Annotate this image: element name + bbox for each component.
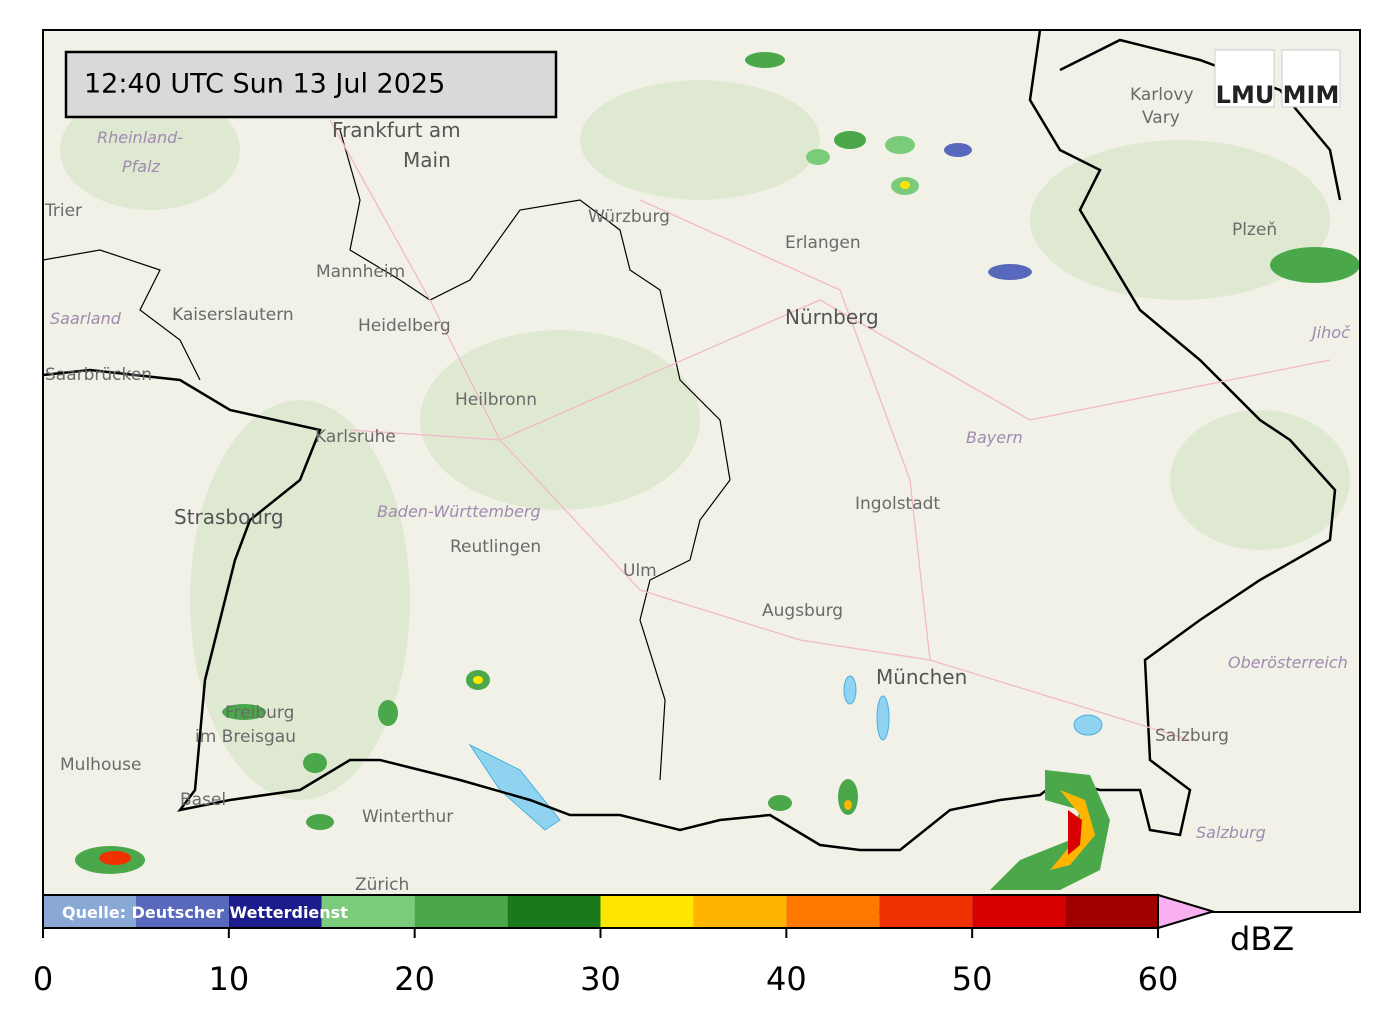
state-borders [42, 129, 731, 781]
colorbar-unit: dBZ [1230, 920, 1294, 958]
place-label: Würzburg [588, 207, 670, 227]
place-labels: Frankfurt am Main Karlovy Vary Rheinland… [44, 85, 1351, 895]
place-label: Freiburg [225, 703, 294, 723]
place-label: Jihoč [1309, 323, 1351, 342]
roads [329, 119, 1331, 741]
place-label: Winterthur [362, 807, 453, 827]
place-label: Rheinland- [97, 128, 183, 147]
logo-text: LMU [1216, 81, 1275, 109]
place-label: im Breisgau [195, 727, 296, 747]
place-label: Plzeň [1232, 220, 1277, 240]
colorbar-tick-label: 30 [580, 960, 621, 998]
timestamp: 12:40 UTC Sun 13 Jul 2025 [84, 69, 445, 100]
colorbar-segment [693, 895, 787, 928]
colorbar-segment [1065, 895, 1158, 928]
colorbar-segment [414, 895, 508, 928]
place-label: Saarbrücken [45, 365, 152, 385]
colorbar-tick-label: 50 [952, 960, 993, 998]
colorbar: Quelle: Deutscher Wetterdienst 0 10 20 30 40 5… [33, 893, 1294, 998]
timestamp-box [64, 50, 558, 119]
place-label: Karlovy [1130, 85, 1194, 105]
place-label: Heidelberg [358, 316, 451, 336]
source-label: Quelle: Deutscher Wetterdienst [62, 903, 348, 922]
place-label: Trier [44, 201, 82, 221]
colorbar-segment [786, 895, 880, 928]
colorbar-segment [135, 895, 229, 928]
place-label: Heilbronn [455, 390, 537, 410]
colorbar-tick-label: 10 [208, 960, 249, 998]
colorbar-tick-label: 60 [1138, 960, 1179, 998]
radar-echoes [75, 52, 1360, 890]
colorbar-tick-label: 40 [766, 960, 807, 998]
place-label: Frankfurt am [332, 118, 461, 142]
lakes [468, 675, 1103, 831]
colorbar-tick-label: 20 [394, 960, 435, 998]
colorbar-segment [600, 895, 694, 928]
place-label: Erlangen [785, 233, 861, 253]
place-label: Reutlingen [450, 537, 541, 557]
logo-text: MIM [1283, 81, 1340, 109]
place-label: Salzburg [1155, 726, 1229, 746]
colorbar-segment [879, 895, 973, 928]
place-label: München [876, 665, 967, 689]
place-label: Oberösterreich [1228, 653, 1348, 672]
place-label: Bayern [966, 428, 1023, 447]
colorbar-segment [43, 895, 136, 928]
place-label: Salzburg [1196, 823, 1266, 842]
place-label: Karlsruhe [315, 427, 396, 447]
place-label: Mulhouse [60, 755, 141, 775]
colorbar-segment [972, 895, 1066, 928]
place-label: Augsburg [762, 601, 843, 621]
place-label: Zürich [355, 875, 409, 895]
place-label: Strasbourg [174, 505, 284, 529]
place-label: Saarland [50, 309, 122, 328]
place-label: Pfalz [122, 157, 161, 176]
place-label: Mannheim [316, 262, 405, 282]
place-label: Ingolstadt [855, 494, 940, 514]
place-label: Vary [1142, 108, 1180, 128]
forest-areas [60, 80, 1350, 800]
colorbar-segment [228, 895, 322, 928]
place-label: Main [403, 148, 451, 172]
place-label: Baden-Württemberg [377, 502, 541, 521]
place-label: Nürnberg [785, 305, 879, 329]
place-label: Kaiserslautern [172, 305, 294, 325]
colorbar-tick-label: 0 [33, 960, 53, 998]
place-label: Ulm [623, 561, 657, 581]
logo: LMU MIM [1214, 49, 1341, 109]
colorbar-segment [321, 895, 415, 928]
place-label: Basel [180, 790, 226, 810]
colorbar-segment [507, 895, 601, 928]
